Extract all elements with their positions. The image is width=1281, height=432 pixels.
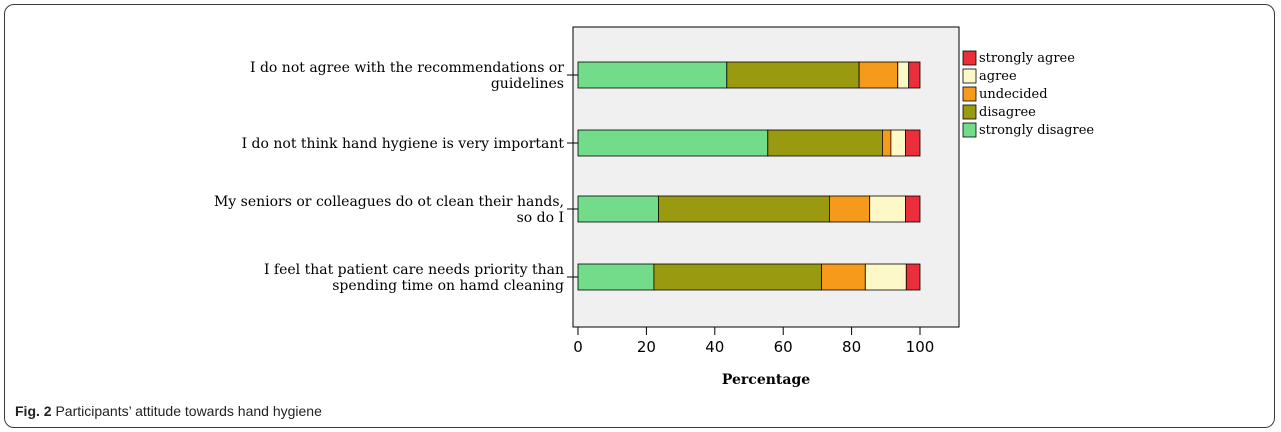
bar-segment-strongly-agree-3 [905, 195, 921, 223]
category-label: spending time on hamd cleaning [332, 278, 564, 294]
figure-caption: Fig. 2 Participants’ attitude towards ha… [15, 403, 322, 419]
bar-segment-disagree-2 [767, 129, 883, 157]
legend: strongly agree agree undecided disagree stro… [962, 50, 1094, 138]
category-label: guidelines [491, 76, 564, 92]
bar-segment-agree-2 [890, 129, 907, 157]
legend-label-strongly-disagree: strongly disagree [979, 123, 1094, 138]
legend-swatch-strongly-agree [962, 50, 977, 66]
legend-label-strongly-agree: strongly agree [979, 51, 1075, 66]
bar-segment-strongly-agree-2 [905, 129, 921, 157]
category-label: My seniors or colleagues do ot clean the… [214, 194, 564, 210]
x-axis-ticks: 0 20 40 60 80 100 [573, 327, 934, 356]
caption-figure-number: Fig. 2 [15, 403, 52, 419]
bar-segment-strongly-disagree-3 [577, 195, 659, 223]
x-tick-label: 60 [774, 338, 793, 356]
bar-segment-strongly-disagree-4 [577, 263, 655, 291]
category-label: I feel that patient care needs priority … [264, 262, 564, 278]
x-tick-label: 100 [906, 338, 935, 356]
x-tick-label: 40 [705, 338, 724, 356]
legend-label-disagree: disagree [979, 105, 1036, 120]
category-label: so do I [517, 210, 564, 226]
caption-text: Participants’ attitude towards hand hygi… [55, 403, 322, 419]
legend-swatch-agree [962, 68, 977, 84]
x-tick-label: 0 [573, 338, 583, 356]
legend-label-undecided: undecided [979, 87, 1048, 102]
legend-label-agree: agree [979, 69, 1017, 84]
x-axis-label: Percentage [722, 372, 810, 388]
bar-segment-agree-3 [869, 195, 907, 223]
bar-segment-strongly-agree-1 [908, 61, 921, 89]
bar-segment-agree-1 [897, 61, 910, 89]
bar-segment-undecided-3 [829, 195, 871, 223]
bar-segment-disagree-3 [658, 195, 830, 223]
bar-segment-strongly-agree-4 [905, 263, 921, 291]
legend-swatch-undecided [962, 86, 977, 102]
bar-segment-disagree-1 [726, 61, 860, 89]
bar-segment-undecided-4 [821, 263, 866, 291]
bar-segment-strongly-disagree-2 [577, 129, 769, 157]
bar-segment-undecided-2 [882, 129, 892, 157]
bar-segment-agree-4 [864, 263, 907, 291]
category-label: I do not think hand hygiene is very impo… [242, 136, 565, 152]
x-tick-label: 80 [842, 338, 861, 356]
legend-swatch-strongly-disagree [962, 122, 977, 138]
bar-segment-strongly-disagree-1 [577, 61, 728, 89]
category-labels: I do not agree with the recommendations … [214, 60, 578, 294]
bars-group [577, 61, 921, 291]
legend-swatch-disagree [962, 104, 977, 120]
bar-segment-undecided-1 [858, 61, 899, 89]
bar-segment-disagree-4 [653, 263, 822, 291]
category-label: I do not agree with the recommendations … [250, 60, 564, 76]
x-tick-label: 20 [637, 338, 656, 356]
